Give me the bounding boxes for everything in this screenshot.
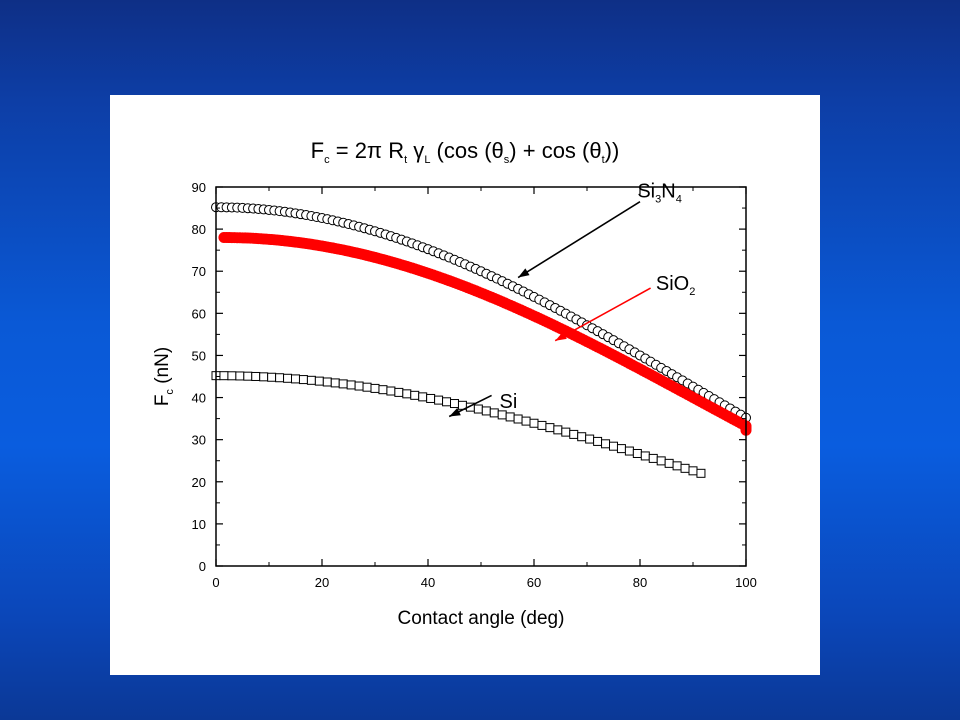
- series-point: [545, 423, 555, 433]
- y-tick-label: 60: [192, 306, 206, 321]
- series-point: [267, 372, 277, 382]
- chart-svg: Fc​ = 2π Rt​ γL​ (cos (θs​) + cos (θt​))…: [152, 138, 757, 629]
- arrow-head: [555, 331, 567, 341]
- series-point: [648, 453, 658, 463]
- series-point: [346, 380, 356, 390]
- arrow-head: [518, 268, 530, 278]
- series-layer: [211, 202, 752, 478]
- series-point: [394, 387, 404, 397]
- series-point: [640, 451, 650, 461]
- series-point: [680, 463, 690, 473]
- series-point: [330, 378, 340, 388]
- y-tick-label: 50: [192, 348, 206, 363]
- series-point: [537, 420, 547, 430]
- series-point: [362, 382, 372, 392]
- series-point: [219, 371, 229, 381]
- y-tick-label: 30: [192, 433, 206, 448]
- x-tick-label: 60: [527, 575, 541, 590]
- series-point: [442, 397, 452, 407]
- series-point: [505, 412, 515, 422]
- annotation-label: Si: [500, 391, 518, 413]
- series-point: [298, 375, 308, 385]
- series-point: [624, 446, 634, 456]
- series-point: [283, 373, 293, 383]
- series-point: [338, 379, 348, 389]
- series-point: [473, 404, 483, 414]
- y-tick-label: 0: [199, 559, 206, 574]
- ticks-layer: 0 20 40 60 80 100 0 10 20 30 40 50 60 70 80 90: [192, 180, 757, 590]
- series-point: [291, 374, 300, 384]
- arrow-head: [449, 408, 461, 417]
- series-point: [553, 425, 563, 435]
- series-point: [426, 393, 436, 403]
- series-point: [481, 406, 491, 416]
- series-point: [370, 383, 380, 393]
- x-tick-label: 40: [421, 575, 435, 590]
- series-point: [616, 444, 626, 454]
- chart-title: Fc​ = 2π Rt​ γL​ (cos (θs​) + cos (θt​)): [311, 138, 620, 166]
- series-0: [211, 202, 751, 423]
- series-point: [402, 389, 412, 399]
- series-point: [664, 458, 674, 468]
- x-axis-title: Contact angle (deg): [398, 608, 565, 629]
- series-point: [322, 377, 332, 387]
- y-tick-label: 20: [192, 475, 206, 490]
- series-point: [410, 390, 420, 400]
- series-point: [235, 371, 245, 381]
- series-point: [601, 439, 611, 449]
- series-point: [243, 371, 253, 381]
- series-point: [489, 408, 499, 418]
- series-point: [585, 434, 595, 444]
- chart-panel: Fc​ = 2π Rt​ γL​ (cos (θs​) + cos (θt​))…: [110, 95, 820, 675]
- y-tick-label: 70: [192, 264, 206, 279]
- series-point: [688, 466, 698, 476]
- series-point: [632, 448, 642, 458]
- annotation-label: SiO2​: [656, 273, 695, 298]
- y-tick-label: 80: [192, 222, 206, 237]
- series-point: [306, 375, 316, 385]
- annotation-arrow: [517, 201, 641, 279]
- annotation-layer: Si3​N4​ SiO2​ Si: [448, 181, 695, 418]
- series-2: [211, 371, 706, 478]
- series-point: [314, 376, 324, 386]
- annotation-arrow: [554, 287, 651, 342]
- x-tick-label: 80: [633, 575, 647, 590]
- series-point: [656, 456, 666, 466]
- series-point: [672, 461, 682, 471]
- series-point: [529, 418, 539, 428]
- y-axis-title: Fc​ (nN): [152, 347, 176, 406]
- series-point: [450, 399, 459, 409]
- series-point: [418, 392, 428, 402]
- series-point: [251, 371, 261, 381]
- series-point: [386, 386, 396, 396]
- annotation-label: Si3​N4​: [637, 181, 682, 206]
- y-tick-label: 40: [192, 391, 206, 406]
- series-point: [561, 427, 571, 437]
- series-point: [259, 372, 269, 382]
- y-tick-label: 90: [192, 180, 206, 195]
- series-point: [593, 436, 603, 446]
- series-point: [275, 373, 285, 383]
- series-1: [218, 232, 752, 436]
- x-tick-label: 20: [315, 575, 329, 590]
- series-point: [434, 395, 444, 405]
- series-point: [513, 414, 523, 424]
- series-point: [609, 441, 618, 451]
- series-point: [569, 429, 579, 439]
- series-point: [696, 468, 706, 478]
- series-point: [378, 385, 388, 395]
- series-point: [354, 381, 364, 391]
- series-point: [521, 416, 531, 426]
- x-tick-label: 0: [212, 575, 219, 590]
- series-point: [577, 432, 587, 442]
- series-point: [227, 371, 237, 381]
- y-tick-label: 10: [192, 517, 206, 532]
- x-tick-label: 100: [735, 575, 757, 590]
